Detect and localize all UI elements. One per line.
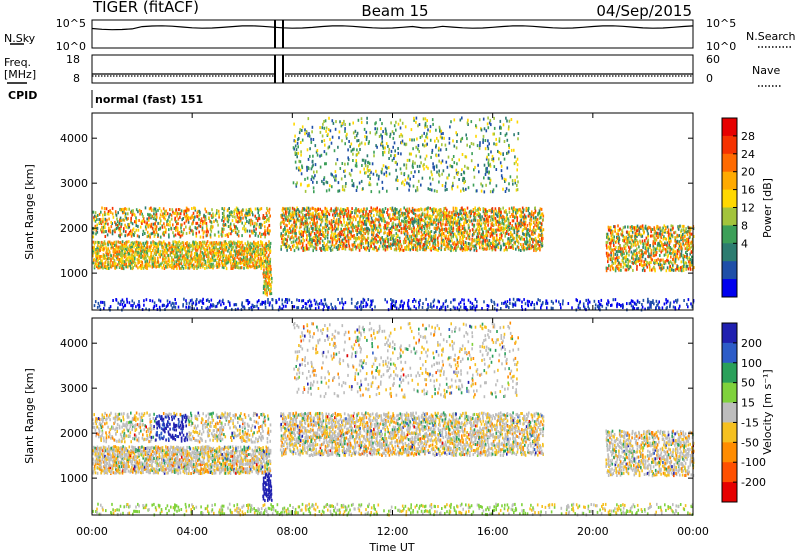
colorbar-tick-label: 8: [741, 219, 748, 232]
x-tick-label: 04:00: [176, 525, 208, 538]
noise-left-label: N.Sky: [4, 32, 36, 45]
y-tick-label: 1000: [60, 267, 88, 280]
freq-left-unit: [MHz]: [4, 68, 36, 81]
colorbar-segment: [722, 261, 737, 280]
freq-left-tick-bottom: 8: [73, 72, 80, 85]
y-tick-label: 3000: [60, 177, 88, 190]
x-tick-label: 00:00: [677, 525, 709, 538]
cpid-label: CPID: [8, 89, 37, 102]
x-tick-label: 12:00: [377, 525, 409, 538]
freq-right-tick-bottom: 0: [706, 72, 713, 85]
y-tick-label: 3000: [60, 382, 88, 395]
cpid-value: normal (fast) 151: [95, 93, 203, 106]
noise-right-tick-top: 10^5: [706, 17, 736, 30]
power-ylabel: Slant Range [km]: [23, 164, 36, 260]
colorbar-tick-label: -50: [741, 436, 759, 449]
y-tick-label: 4000: [60, 132, 88, 145]
colorbar-segment: [722, 118, 737, 137]
colorbar-tick-label: 12: [741, 202, 755, 215]
y-tick-label: 2000: [60, 427, 88, 440]
y-tick-label: 1000: [60, 472, 88, 485]
power-panel: 1000 2000 3000 4000 Slant Range [km] 28 24 20…: [23, 112, 774, 312]
velocity-colorbar-label: Velocity [m s⁻¹]: [761, 369, 774, 454]
colorbar-segment: [722, 462, 737, 483]
freq-right-tick-top: 60: [706, 53, 720, 66]
freq-left-tick-top: 18: [66, 53, 80, 66]
cpid-row: CPID normal (fast) 151: [8, 89, 203, 108]
colorbar-segment: [722, 442, 737, 463]
x-tick-label: 20:00: [577, 525, 609, 538]
noise-panel: N.Sky 10^5 10^0 10^5 10^0 N.Search: [4, 17, 796, 53]
colorbar-tick-label: 15: [741, 397, 755, 410]
x-tick-label: 16:00: [477, 525, 509, 538]
colorbar-segment: [722, 135, 737, 155]
colorbar-tick-label: -100: [741, 456, 766, 469]
freq-left-label: Freq.: [4, 56, 31, 69]
x-tick-label: 00:00: [76, 525, 108, 538]
colorbar-tick-label: 100: [741, 357, 762, 370]
colorbar-segment: [722, 382, 737, 404]
colorbar-segment: [722, 171, 737, 191]
colorbar-segment: [722, 189, 737, 208]
colorbar-tick-label: -200: [741, 476, 766, 489]
colorbar-segment: [722, 225, 737, 244]
power-colorbar: 28 24 20 16 12 8 4: [721, 117, 755, 298]
velocity-y-ticks: 1000 2000 3000 4000: [60, 337, 693, 485]
colorbar-tick-label: 200: [741, 337, 762, 350]
freq-panel: Freq. [MHz] 18 8 60 0 Nave: [4, 53, 782, 87]
noise-left-tick-top: 10^5: [56, 17, 86, 30]
colorbar-tick-label: 4: [741, 237, 748, 250]
noise-sky-line: [91, 25, 694, 31]
colorbar-segment: [722, 279, 737, 298]
colorbar-segment: [722, 153, 737, 173]
noise-left-tick-bottom: 10^0: [56, 40, 86, 53]
time-axis-label: Time UT: [368, 541, 414, 554]
colorbar-tick-label: 16: [741, 184, 755, 197]
header-date: 04/Sep/2015: [596, 2, 692, 20]
colorbar-tick-label: 20: [741, 166, 755, 179]
header-radar: TIGER (fitACF): [92, 0, 199, 16]
y-tick-label: 4000: [60, 337, 88, 350]
velocity-colorbar: 200 100 50 15 -15 -50 -100 -200: [721, 322, 766, 503]
colorbar-segment: [722, 207, 737, 226]
x-tick-label: 08:00: [276, 525, 308, 538]
power-y-ticks: 1000 2000 3000 4000: [60, 132, 693, 280]
nave-label: Nave: [752, 64, 780, 77]
power-colorbar-label: Power [dB]: [761, 178, 774, 238]
time-axis: 00:00 04:00 08:00 12:00 16:00 20:00 00:00: [76, 113, 709, 538]
colorbar-tick-label: 28: [741, 130, 755, 143]
colorbar-segment: [722, 482, 737, 503]
y-tick-label: 2000: [60, 222, 88, 235]
colorbar-tick-label: 50: [741, 377, 755, 390]
colorbar-segment: [722, 323, 737, 344]
header-beam: Beam 15: [361, 2, 428, 20]
noise-right-label: N.Search: [746, 30, 796, 43]
colorbar-tick-label: 24: [741, 148, 755, 161]
noise-right-tick-bottom: 10^0: [706, 40, 736, 53]
velocity-scatter: [92, 321, 695, 517]
power-scatter: [92, 116, 695, 312]
velocity-panel: 1000 2000 3000 4000 Slant Range [km] 200 100…: [23, 317, 774, 517]
colorbar-segment: [722, 342, 737, 364]
colorbar-segment: [722, 243, 737, 262]
colorbar-segment: [722, 422, 737, 443]
colorbar-segment: [722, 402, 737, 423]
colorbar-tick-label: -15: [741, 416, 759, 429]
velocity-ylabel: Slant Range [km]: [23, 368, 36, 464]
colorbar-segment: [722, 362, 737, 384]
